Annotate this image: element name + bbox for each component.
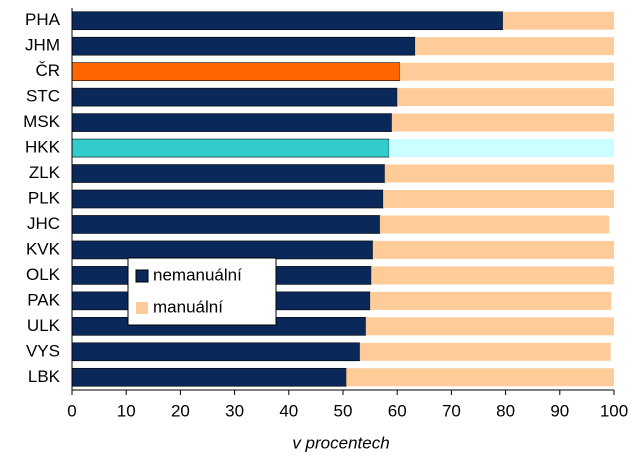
x-tick-label: 30 [225,401,244,420]
bar-segment [71,11,504,31]
bar-segment [71,36,416,56]
bar-segment [71,189,384,209]
bar-segment [71,342,361,362]
y-tick-label: HKK [25,138,61,157]
x-tick-label: 90 [550,401,569,420]
bar-segment [415,37,614,56]
bar-segment [399,62,614,81]
bar-segment [71,138,390,158]
x-tick-label: 10 [117,401,136,420]
y-tick-label: ČR [35,61,60,80]
y-tick-label: ZLK [29,163,61,182]
bar-segment [370,291,612,310]
bar-segment [384,164,614,183]
y-tick-label: ULK [27,316,61,335]
bar-segment [383,190,614,208]
x-axis-title: v procentech [292,433,389,452]
legend-box [127,257,277,326]
y-tick-label: KVK [26,239,61,258]
x-tick-label: 60 [388,401,407,420]
bar-segment [71,62,401,81]
bar-segment [365,317,614,336]
bar-segment [379,215,610,234]
y-tick-label: JHM [25,36,60,55]
y-tick-label: OLK [26,265,61,284]
bar-segment [389,139,614,158]
x-tick-label: 80 [496,401,515,420]
x-tick-label: 70 [442,401,461,420]
y-tick-label: PLK [28,188,61,207]
legend-label: nemanuální [153,265,242,284]
y-tick-label: PHA [25,10,61,29]
legend-label: manuální [153,297,223,316]
bar-segment [359,342,611,361]
y-tick-label: VYS [26,341,60,360]
bar-segment [502,11,614,30]
y-tick-label: STC [26,87,60,106]
y-tick-label: LBK [28,367,61,386]
bar-segment [391,113,614,132]
x-tick-label: 50 [334,401,353,420]
legend-swatch [136,302,148,314]
x-tick-label: 20 [171,401,190,420]
x-tick-label: 100 [600,401,628,420]
x-tick-label: 0 [67,401,76,420]
bar-segment [71,215,381,234]
bar-segment [372,240,614,259]
bar-segment [71,87,398,107]
y-tick-label: JHC [27,214,60,233]
bar-segment [71,164,386,183]
bar-segment [71,240,374,260]
bar-segment [371,266,614,285]
bar-segment [397,88,614,107]
bar-segment [71,367,347,387]
y-tick-label: MSK [23,112,61,131]
y-tick-label: PAK [27,290,60,309]
bar-segment [346,368,614,387]
legend-swatch [135,269,149,283]
bar-segment [71,113,393,132]
x-tick-label: 40 [279,401,298,420]
